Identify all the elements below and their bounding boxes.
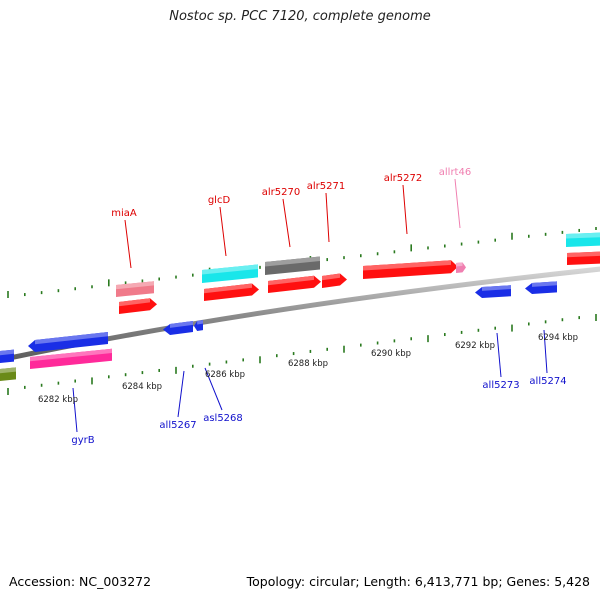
tick-marks <box>7 227 597 395</box>
gene-label-alr5270: alr5270 <box>262 187 300 198</box>
gene-highlight <box>116 281 154 290</box>
gene-highlight <box>532 281 557 287</box>
gene-highlight <box>30 348 112 362</box>
gene-all5273 <box>475 285 511 298</box>
gene-alr5271 <box>322 273 347 288</box>
scale-label: 6292 kbp <box>455 341 495 351</box>
scale-label: 6290 kbp <box>371 349 411 359</box>
scale-label: 6294 kbp <box>538 333 578 343</box>
gene-highlight <box>567 251 600 258</box>
gene-label-allrt46: allrt46 <box>439 167 471 178</box>
gene-label-all5267: all5267 <box>159 420 196 431</box>
gene-label-glcD: glcD <box>208 195 231 206</box>
gene-highlight <box>204 283 252 294</box>
gene-label-all5274: all5274 <box>529 376 566 387</box>
gene-label-asl5268: asl5268 <box>203 413 243 424</box>
leader-line <box>402 184 408 235</box>
gene-alr5272 <box>363 260 458 279</box>
gene-magenta <box>30 348 112 369</box>
gene-all5267 <box>163 321 193 335</box>
gene-allrt46 <box>456 262 466 273</box>
gene-label-alr5272: alr5272 <box>384 173 422 184</box>
gene-asl5268 <box>194 320 203 331</box>
leader-line <box>72 387 78 433</box>
label-leaders <box>72 178 548 433</box>
gene-alr5270 <box>268 275 321 293</box>
gene-highlight <box>482 285 511 291</box>
gene-highlight <box>322 273 340 281</box>
gene-miaA <box>119 298 157 314</box>
gene-highlight <box>566 232 600 239</box>
gene-highlight <box>170 321 193 328</box>
accession-label: Accession: NC_003272 <box>9 574 152 589</box>
leader-line <box>543 329 548 374</box>
scale-label: 6284 kbp <box>122 382 162 392</box>
gene-highlight <box>265 256 320 267</box>
gene-highlight <box>35 332 108 345</box>
leader-line <box>124 219 132 269</box>
gene-cyan-right <box>566 232 600 247</box>
gene-highlight <box>363 260 451 271</box>
gene-miaA-pseudo <box>116 281 154 297</box>
gene-features <box>0 232 600 381</box>
text-labels: 6282 kbp 6284 kbp 6286 kbp 6288 kbp 6290… <box>38 167 578 446</box>
gene-highlight <box>268 275 314 286</box>
gene-olive-left <box>0 367 16 381</box>
gene-gray <box>265 256 320 275</box>
gene-label-alr5271: alr5271 <box>307 181 345 192</box>
scale-label: 6288 kbp <box>288 359 328 369</box>
gene-highlight <box>456 262 463 267</box>
gene-label-miaA: miaA <box>111 208 137 219</box>
gene-all5274 <box>525 281 557 294</box>
leader-line <box>219 206 227 257</box>
leader-line <box>325 192 330 243</box>
map-title: Nostoc sp. PCC 7120, complete genome <box>169 9 431 24</box>
gene-label-all5273: all5273 <box>482 380 519 391</box>
gene-cyan-glcD <box>202 264 258 283</box>
leader-line <box>496 332 502 378</box>
gene-gyrB <box>28 332 108 352</box>
gene-right <box>567 251 600 265</box>
leader-line <box>454 178 461 229</box>
leader-line <box>177 370 185 418</box>
gene-highlight <box>0 349 14 356</box>
leader-line <box>204 367 223 411</box>
gene-glcD <box>204 283 259 301</box>
scale-label: 6282 kbp <box>38 395 78 405</box>
gene-highlight <box>202 264 258 275</box>
gene-reverse-left <box>0 349 14 364</box>
scale-label: 6286 kbp <box>205 370 245 380</box>
genome-summary: Topology: circular; Length: 6,413,771 bp… <box>246 574 590 589</box>
gene-highlight <box>0 367 16 374</box>
gene-label-gyrB: gyrB <box>71 435 94 446</box>
gene-highlight <box>119 298 150 307</box>
leader-line <box>282 198 291 248</box>
gene-highlight <box>197 320 203 325</box>
